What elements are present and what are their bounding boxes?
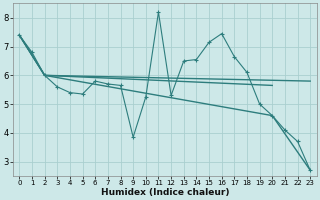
X-axis label: Humidex (Indice chaleur): Humidex (Indice chaleur) [100, 188, 229, 197]
